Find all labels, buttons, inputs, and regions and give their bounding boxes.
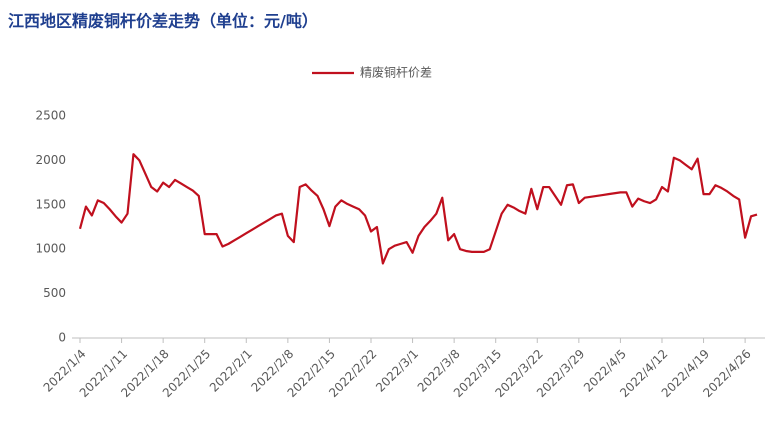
legend-label: 精废铜杆价差 — [360, 65, 432, 80]
y-tick-label: 500 — [43, 286, 66, 300]
y-tick-label: 2500 — [35, 109, 66, 123]
x-tick-label: 2022/3/1 — [373, 347, 421, 395]
y-tick-label: 1500 — [35, 197, 66, 211]
y-tick-label: 2000 — [35, 153, 66, 167]
x-tick-label: 2022/2/1 — [207, 347, 255, 395]
y-tick-label: 1000 — [35, 242, 66, 256]
y-tick-label: 0 — [58, 331, 66, 345]
series-line — [78, 153, 758, 265]
chart-title: 江西地区精废铜杆价差走势（单位：元/吨） — [8, 12, 318, 31]
